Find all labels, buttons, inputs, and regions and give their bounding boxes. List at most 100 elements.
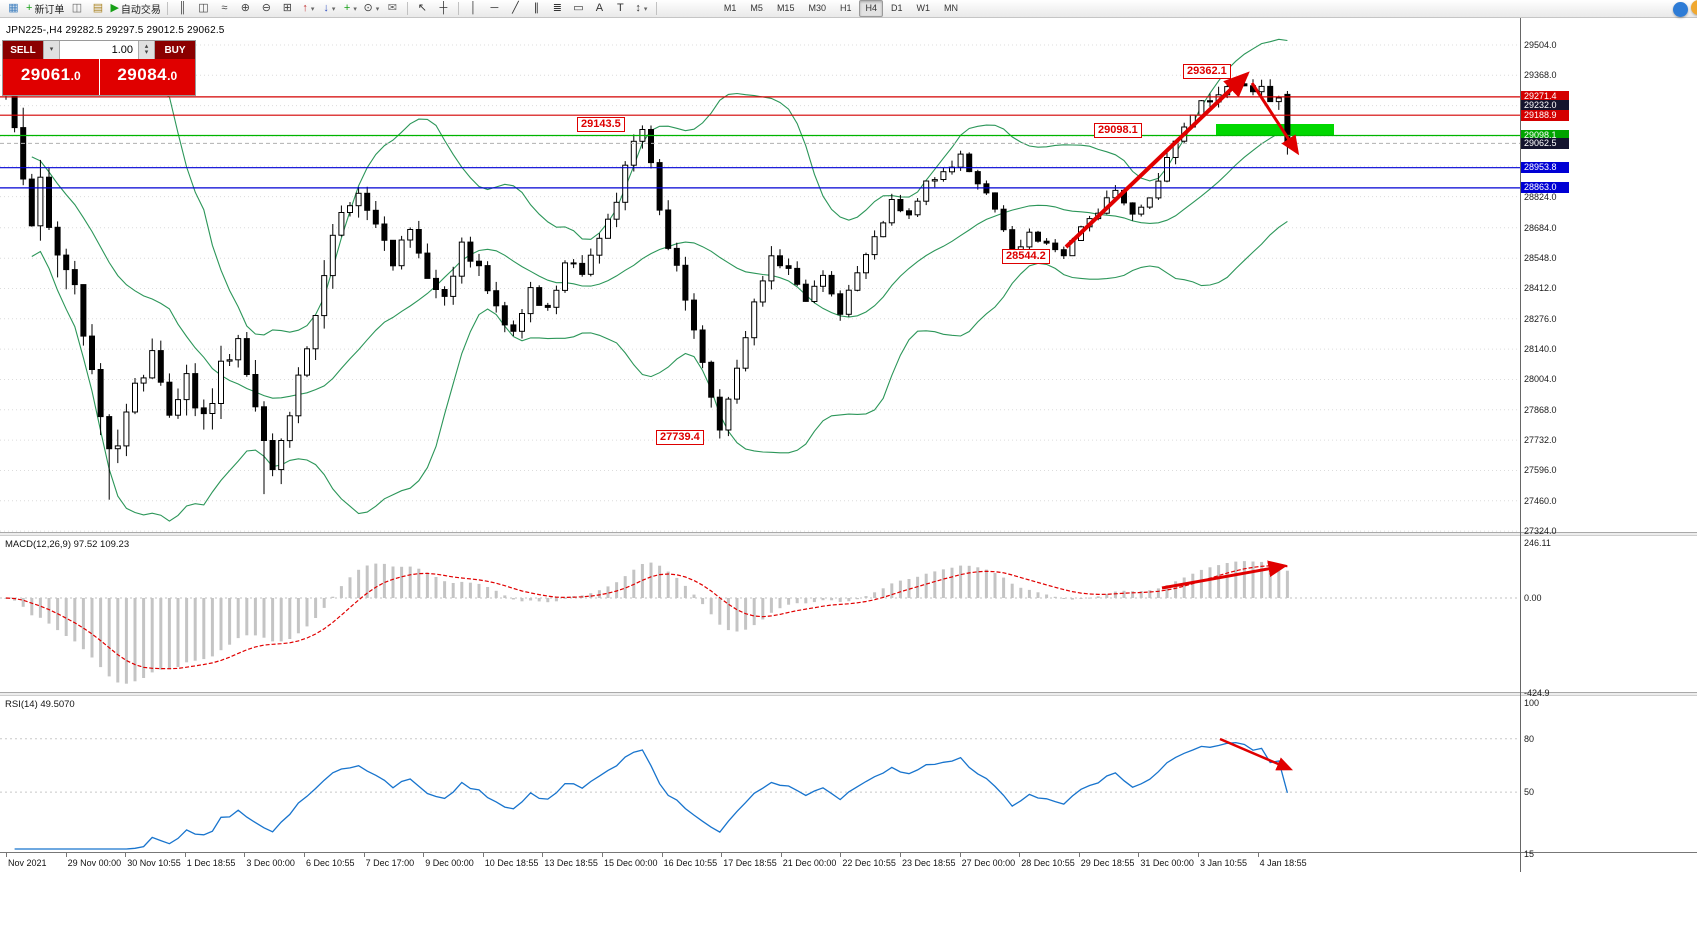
timeframe-button-h4[interactable]: H4 xyxy=(859,0,883,17)
vertical-line-icon[interactable]: │ xyxy=(463,1,484,17)
time-axis-label: 17 Dec 18:55 xyxy=(723,858,777,868)
floating-icon-blue[interactable] xyxy=(1673,2,1688,17)
price-tag: 29188.9 xyxy=(1521,109,1569,121)
price-axis-label: 28412.0 xyxy=(1524,283,1557,294)
shapes-icon[interactable]: ▭ xyxy=(568,1,589,17)
time-tick xyxy=(1257,853,1259,857)
buy-tab[interactable]: BUY xyxy=(155,41,195,59)
price-tag: 29271.4 xyxy=(1521,91,1569,103)
buy-price-value: 29084 xyxy=(117,65,168,84)
panel-splitter[interactable] xyxy=(0,532,1697,536)
channel-icon[interactable]: ∥ xyxy=(526,1,547,17)
cycle-icon[interactable]: ⊙ ▾ xyxy=(361,1,382,17)
vertical-line-icon: │ xyxy=(469,2,477,14)
macd-plot[interactable] xyxy=(0,536,1520,692)
sell-price-button[interactable]: 29061 .0 xyxy=(3,59,99,95)
time-axis-label: 10 Dec 18:55 xyxy=(484,858,539,868)
sell-menu-caret-icon[interactable]: ▾ xyxy=(43,41,60,59)
arrow-up-tool-icon[interactable]: ↑ ▾ xyxy=(298,1,319,17)
time-tick xyxy=(125,853,127,857)
dropdown-caret-icon: ▾ xyxy=(353,5,357,13)
crosshair-icon: ┼ xyxy=(439,2,448,14)
bars-chart-icon[interactable]: ║ xyxy=(172,1,193,17)
volume-stepper[interactable]: ▴ ▾ xyxy=(138,41,155,59)
main-toolbar: ▦ + 新订单 ◫ ▤ ▶ 自动交易 ║ ◫ ≈ ⊕ ⊖ ⊞ ↑ ▾ ↓ ▾ + ▾ ⊙ ▾ ✉ ↖ ┼ │ ─ ╱ ∥ ≣ ▭ A T ↕ ▾ M… xyxy=(0,0,1697,18)
time-tick xyxy=(184,853,186,857)
chart-windows-icon[interactable]: ◫ xyxy=(66,1,87,17)
add-indicator-icon[interactable]: + ▾ xyxy=(340,1,361,17)
time-axis-label: 29 Nov 00:00 xyxy=(67,858,122,868)
zoom-out-icon[interactable]: ⊖ xyxy=(256,1,277,17)
tile-windows-icon[interactable]: ⊞ xyxy=(277,1,298,17)
timeframe-button-m30[interactable]: M30 xyxy=(808,3,826,13)
sell-price-decimal: .0 xyxy=(70,69,81,83)
new-order-button[interactable]: + 新订单 xyxy=(24,1,66,17)
time-tick xyxy=(840,853,842,857)
macd-header: MACD(12,26,9) 97.52 109.23 xyxy=(5,539,130,550)
candlestick-chart-icon[interactable]: ◫ xyxy=(193,1,214,17)
label-icon[interactable]: T xyxy=(610,1,631,17)
shapes-icon: ▭ xyxy=(573,2,584,14)
price-chart-panel[interactable] xyxy=(0,18,1520,532)
trendline-icon: ╱ xyxy=(512,2,519,14)
horizontal-line-icon: ─ xyxy=(490,2,499,14)
timeframe-button-m15[interactable]: M15 xyxy=(776,3,795,13)
highlight-rectangle-object[interactable] xyxy=(1216,124,1334,135)
fibonacci-icon[interactable]: ≣ xyxy=(547,1,568,17)
new-chart-icon[interactable]: ▦ xyxy=(3,1,24,17)
time-tick xyxy=(482,853,484,857)
time-axis[interactable]: Nov 2021 29 Nov 00:00 30 Nov 10:55 1 Dec 18… xyxy=(0,852,1697,872)
sell-tab[interactable]: SELL xyxy=(3,41,43,59)
crosshair-icon[interactable]: ┼ xyxy=(433,1,454,17)
auto-trading-button[interactable]: ▶ 自动交易 xyxy=(108,1,162,17)
channel-icon: ∥ xyxy=(533,2,540,14)
profiles-icon[interactable]: ▤ xyxy=(87,1,108,17)
text-icon[interactable]: A xyxy=(589,1,610,17)
dropdown-caret-icon: ▾ xyxy=(331,5,336,13)
time-tick xyxy=(1078,853,1080,857)
panel-splitter[interactable] xyxy=(0,692,1697,696)
new-chart-icon: ▦ xyxy=(8,2,19,14)
time-tick xyxy=(1198,853,1199,857)
zoom-out-icon: ⊖ xyxy=(261,2,272,14)
timeframe-button-m1[interactable]: M1 xyxy=(723,3,737,13)
mail-icon[interactable]: ✉ xyxy=(382,1,403,17)
price-axis-label: 28684.0 xyxy=(1524,222,1557,233)
timeframe-button-m5[interactable]: M5 xyxy=(750,3,763,13)
arrows-object-icon[interactable]: ↕ ▾ xyxy=(631,1,652,17)
time-tick xyxy=(423,853,425,857)
line-chart-icon[interactable]: ≈ xyxy=(214,1,235,17)
timeframe-button-mn[interactable]: MN xyxy=(944,3,959,13)
arrow-up-tool-icon: ↑ xyxy=(302,2,308,14)
buy-price-button[interactable]: 29084 .0 xyxy=(99,59,195,95)
arrow-down-tool-icon[interactable]: ↓ ▾ xyxy=(319,1,340,17)
volume-input[interactable]: 1.00 xyxy=(60,41,138,59)
time-tick xyxy=(959,853,961,857)
zoom-in-icon[interactable]: ⊕ xyxy=(235,1,256,17)
trendline-icon[interactable]: ╱ xyxy=(505,1,526,17)
rsi-panel[interactable] xyxy=(0,696,1520,852)
time-tick xyxy=(6,853,7,857)
timeframe-button-w1[interactable]: W1 xyxy=(916,3,931,13)
auto-trading-glyph: ▶ xyxy=(110,2,119,14)
price-chart-plot[interactable] xyxy=(0,18,1520,532)
time-tick xyxy=(244,853,246,857)
price-axis-label: 27460.0 xyxy=(1524,495,1557,506)
horizontal-line-icon[interactable]: ─ xyxy=(484,1,505,17)
floating-icon-orange[interactable] xyxy=(1691,0,1697,15)
fibonacci-icon: ≣ xyxy=(552,2,563,14)
new-order-button-label: 新订单 xyxy=(34,5,65,16)
macd-panel[interactable] xyxy=(0,536,1520,692)
rsi-plot[interactable] xyxy=(0,696,1520,852)
timeframe-button-h1[interactable]: H1 xyxy=(839,3,852,13)
price-tag: 29062.5 xyxy=(1521,137,1569,149)
time-axis-label: 28 Dec 10:55 xyxy=(1021,858,1075,868)
price-tag: 28863.0 xyxy=(1521,182,1569,194)
toolbar-separator xyxy=(457,2,459,15)
bollinger-bands xyxy=(31,38,1288,522)
chart-windows-icon: ◫ xyxy=(71,2,83,14)
time-axis-label: 4 Jan 18:55 xyxy=(1259,858,1307,868)
cursor-icon[interactable]: ↖ xyxy=(412,1,433,17)
timeframe-button-d1[interactable]: D1 xyxy=(891,3,903,13)
